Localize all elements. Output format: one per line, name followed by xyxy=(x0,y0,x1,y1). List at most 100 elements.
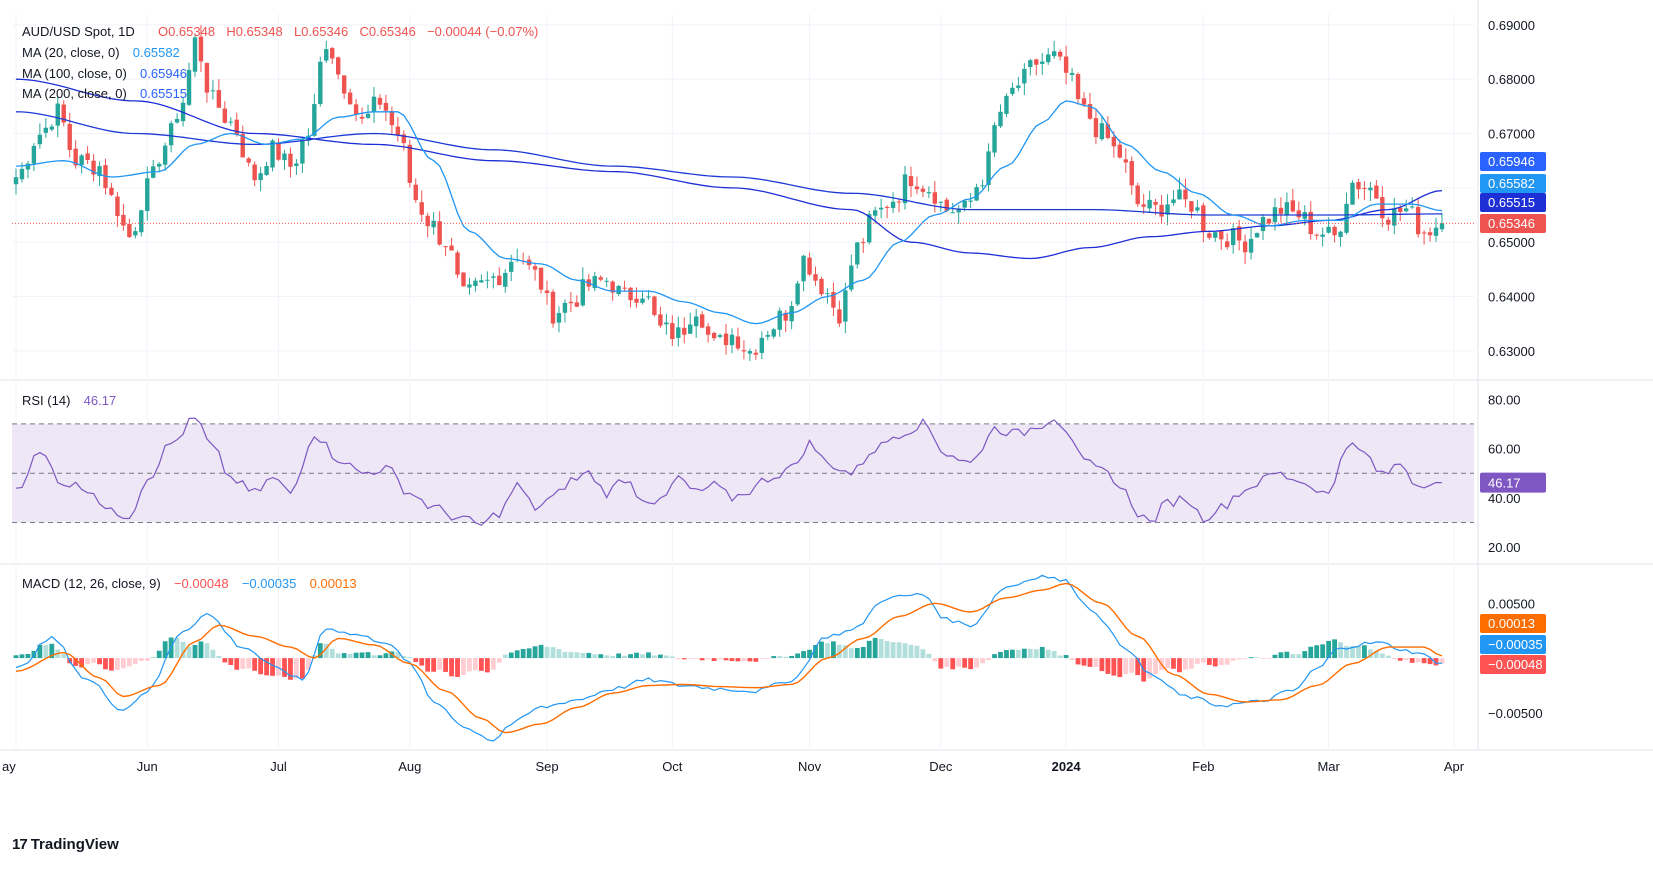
macd-histogram-bar xyxy=(359,652,365,659)
macd-histogram-bar xyxy=(413,658,419,663)
rsi-label: RSI (14) xyxy=(22,393,71,408)
rsi-legend[interactable]: RSI (14) 46.17 xyxy=(22,393,116,408)
candle-body xyxy=(383,102,389,111)
macd-histogram-bar xyxy=(455,658,460,677)
macd-histogram-bar xyxy=(1021,648,1027,659)
candle-body xyxy=(509,261,514,272)
macd-histogram-bar xyxy=(610,655,616,659)
macd-histogram-bar xyxy=(1284,651,1290,659)
candle-body xyxy=(574,302,580,307)
macd-histogram-bar xyxy=(234,658,240,670)
candle-body xyxy=(1141,204,1146,207)
candle-body xyxy=(377,97,383,105)
candle-body xyxy=(240,134,245,158)
candle-body xyxy=(467,284,472,288)
macd-histogram-bar xyxy=(317,643,323,659)
price-tick-label: 0.65000 xyxy=(1488,235,1535,250)
rsi-line xyxy=(15,417,1443,526)
macd-histogram-bar xyxy=(920,649,926,659)
macd-histogram-bar xyxy=(890,642,896,659)
macd-histogram-bar xyxy=(1015,649,1021,659)
macd-histogram-bar xyxy=(198,641,204,659)
macd-histogram-bar xyxy=(115,658,120,670)
price-badge-label: 0.65515 xyxy=(1488,195,1535,210)
macd-histogram-bar xyxy=(914,645,920,659)
macd-histogram-bar xyxy=(132,658,138,664)
macd-legend[interactable]: MACD (12, 26, close, 9) −0.00048 −0.0003… xyxy=(22,576,357,591)
macd-histogram-bar xyxy=(19,654,25,659)
candle-body xyxy=(532,266,538,270)
macd-histogram-bar xyxy=(992,654,997,659)
macd-histogram-bar xyxy=(49,643,55,659)
price-tick-label: 0.68000 xyxy=(1488,72,1535,87)
candle-body xyxy=(801,255,806,282)
candle-body xyxy=(1075,74,1081,99)
macd-histogram-bar xyxy=(532,646,538,659)
macd-histogram-bar xyxy=(1302,651,1308,659)
candle-body xyxy=(449,245,454,251)
macd-histogram-bar xyxy=(323,643,329,659)
candle-body xyxy=(1439,223,1445,230)
candle-body xyxy=(443,246,448,248)
macd-histogram-bar xyxy=(646,652,651,659)
candle-body xyxy=(210,90,216,92)
candle-body xyxy=(1326,226,1331,233)
ma20-legend[interactable]: MA (20, close, 0) 0.65582 xyxy=(22,45,180,60)
macd-histogram-bar xyxy=(598,654,604,659)
candle-body xyxy=(1320,234,1325,237)
rsi-tick-label: 60.00 xyxy=(1488,442,1521,457)
macd-histogram-bar xyxy=(407,657,413,659)
macd-histogram-bar xyxy=(1373,651,1379,659)
ma100-legend[interactable]: MA (100, close, 0) 0.65946 xyxy=(22,66,187,81)
candle-body xyxy=(1284,202,1290,215)
macd-histogram-bar xyxy=(807,649,812,659)
macd-histogram-bar xyxy=(884,641,890,659)
macd-histogram-bar xyxy=(1350,646,1355,659)
candle-body xyxy=(926,192,932,194)
ma200-legend[interactable]: MA (200, close, 0) 0.65515 xyxy=(22,86,187,101)
macd-histogram-bar xyxy=(43,645,49,659)
candle-body xyxy=(777,310,782,330)
macd-histogram-bar xyxy=(1266,658,1272,659)
macd-histogram-bar xyxy=(109,658,114,671)
candle-body xyxy=(294,163,299,167)
candle-body xyxy=(956,208,961,213)
candle-body xyxy=(980,185,985,187)
ma100-line xyxy=(15,111,1442,216)
macd-histogram-bar xyxy=(473,658,478,671)
candle-body xyxy=(425,215,430,227)
candle-body xyxy=(1177,189,1182,200)
macd-histogram-bar xyxy=(1427,658,1433,665)
tradingview-logo[interactable]: 17 TradingView xyxy=(12,836,119,853)
candle-body xyxy=(365,113,371,118)
macd-histogram-bar xyxy=(1194,658,1200,664)
candle-body xyxy=(837,309,842,324)
macd-histogram-bar xyxy=(556,649,562,659)
macd-histogram-bar xyxy=(282,658,287,677)
macd-histogram-bar xyxy=(634,652,639,659)
macd-histogram-bar xyxy=(831,641,836,659)
macd-histogram-bar xyxy=(765,658,771,659)
price-badge xyxy=(1480,152,1546,171)
macd-histogram-bar xyxy=(789,655,795,659)
candle-body xyxy=(598,277,603,280)
price-tick-label: 0.63000 xyxy=(1488,344,1535,359)
candle-body xyxy=(1057,51,1063,57)
macd-histogram-bar xyxy=(431,658,437,672)
candle-body xyxy=(1350,182,1355,205)
macd-histogram-bar xyxy=(502,654,508,659)
candle-body xyxy=(228,121,233,123)
macd-histogram-bar xyxy=(180,641,186,659)
candle-body xyxy=(568,301,574,304)
macd-histogram-bar xyxy=(61,654,67,659)
time-tick-label: Apr xyxy=(1444,759,1465,774)
symbol-title[interactable]: AUD/USD Spot, 1D xyxy=(22,24,135,39)
macd-histogram-bar xyxy=(162,641,168,659)
macd-histogram-bar xyxy=(240,658,246,669)
candle-body xyxy=(1314,234,1319,236)
ma100-value: 0.65946 xyxy=(140,66,188,81)
candle-body xyxy=(1409,206,1415,208)
candle-body xyxy=(550,291,556,324)
